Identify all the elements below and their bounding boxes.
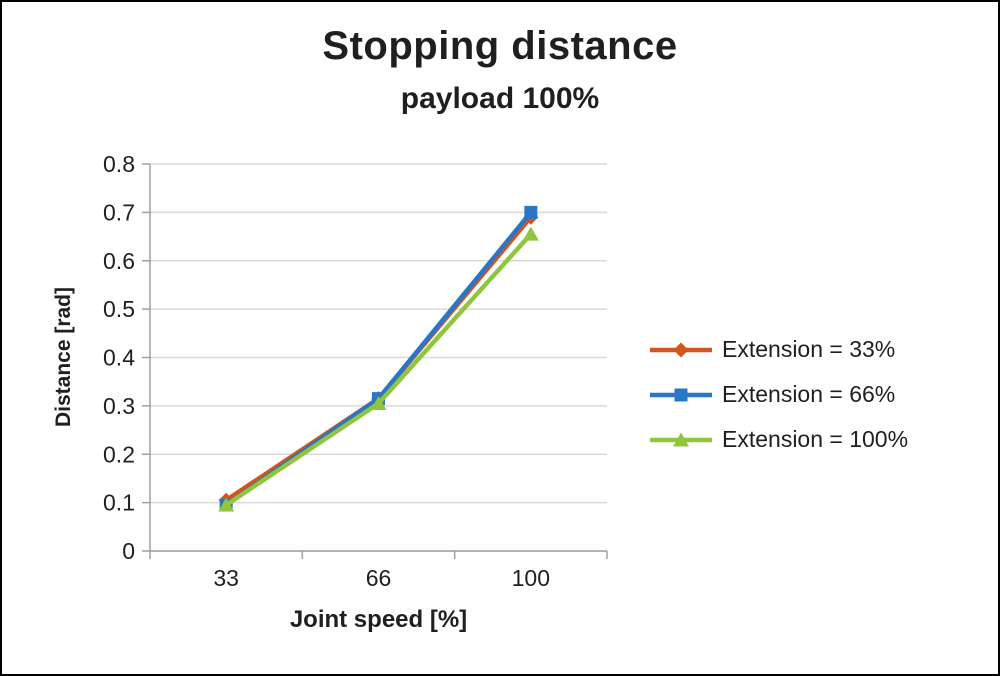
legend-item-extension-100: Extension = 100% [650, 426, 908, 453]
legend-label: Extension = 100% [722, 426, 909, 452]
svg-text:0.2: 0.2 [103, 441, 135, 467]
legend-line-square-icon [650, 383, 712, 407]
svg-text:0.4: 0.4 [103, 345, 135, 371]
y-axis-title: Distance [rad] [52, 286, 75, 428]
legend-line-triangle-icon [650, 428, 712, 452]
svg-text:0.7: 0.7 [103, 199, 135, 225]
legend-line-diamond-icon [650, 338, 712, 362]
legend-label: Extension = 66% [722, 381, 896, 407]
svg-text:100: 100 [512, 565, 550, 591]
legend-label: Extension = 33% [722, 336, 896, 362]
svg-text:0: 0 [122, 538, 135, 564]
svg-text:66: 66 [366, 565, 392, 591]
x-axis-title: Joint speed [%] [289, 606, 468, 633]
legend-item-extension-33: Extension = 33% [650, 336, 908, 363]
svg-text:0.6: 0.6 [103, 248, 135, 274]
svg-text:0.1: 0.1 [103, 490, 135, 516]
chart-subtitle: payload 100% [400, 82, 600, 115]
svg-text:0.3: 0.3 [103, 393, 135, 419]
svg-text:0.5: 0.5 [103, 296, 135, 322]
svg-text:0.8: 0.8 [103, 151, 135, 177]
chart-title: Stopping distance [322, 24, 678, 68]
legend-item-extension-66: Extension = 66% [650, 381, 908, 408]
legend: Extension = 33% Extension = 66% Extensio… [650, 336, 908, 453]
svg-text:33: 33 [213, 565, 239, 591]
